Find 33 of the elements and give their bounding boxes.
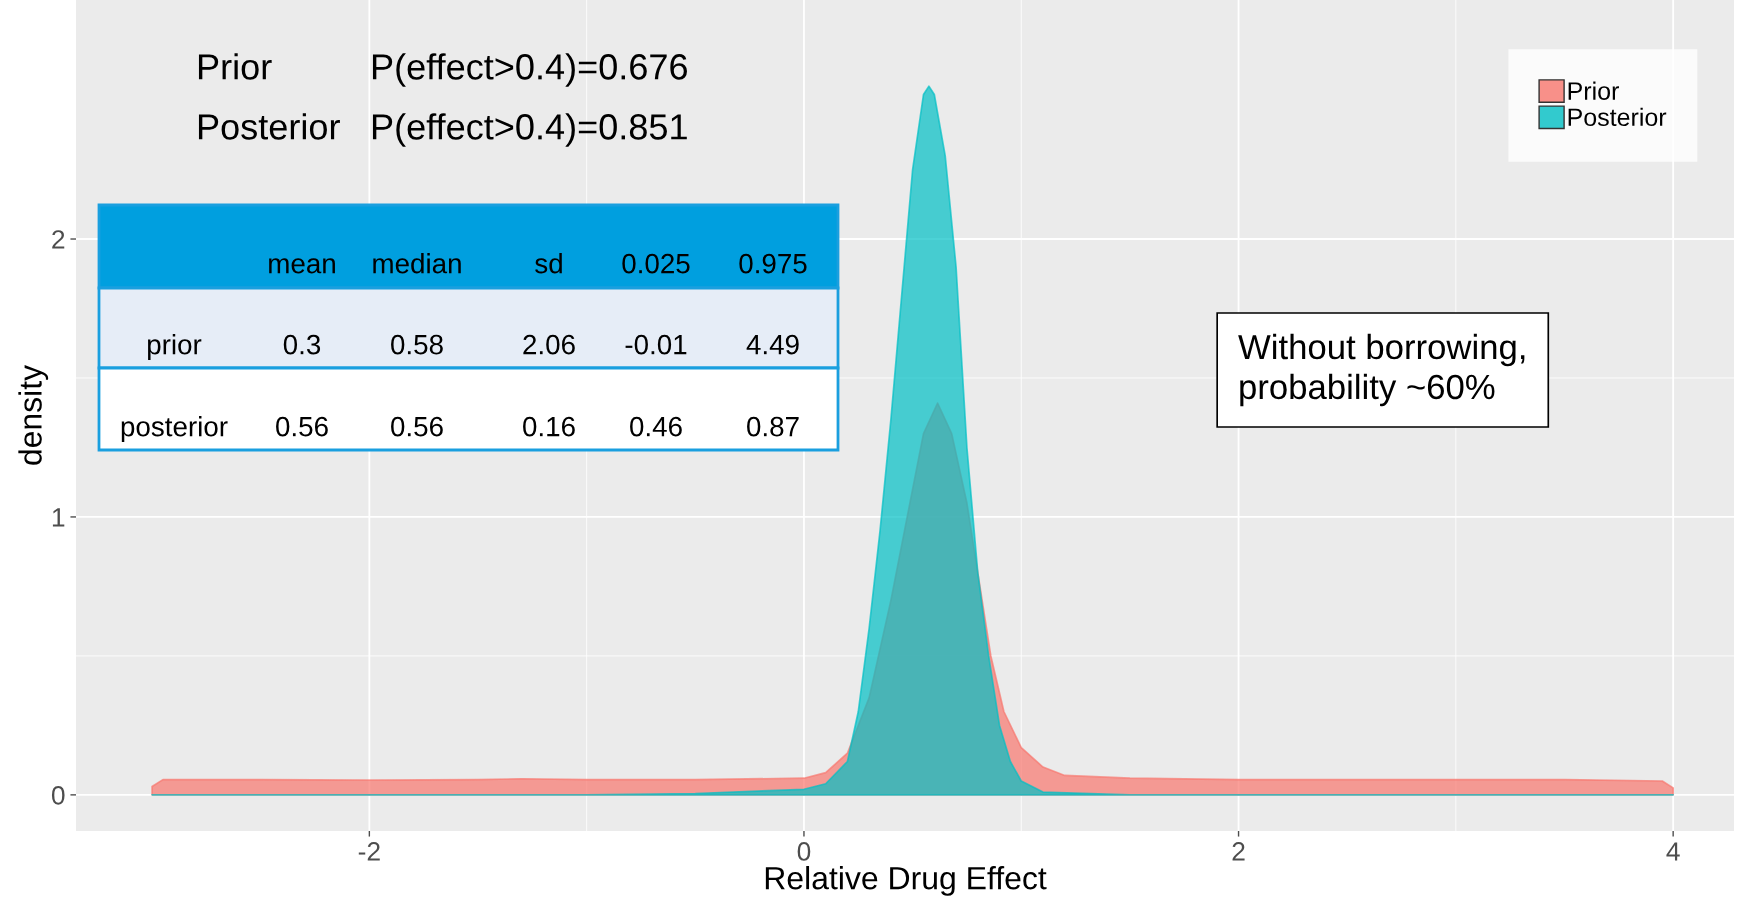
annotation: sd — [535, 253, 562, 274]
annotation: 4.49 — [746, 334, 799, 355]
legend-label: Posterior — [1568, 107, 1667, 127]
annotation: median — [373, 253, 461, 274]
annotation: Without borrowing, probability ~60% — [1238, 333, 1525, 407]
annotation: 2.06 — [523, 334, 575, 355]
annotation: 0.025 — [622, 253, 690, 274]
annotation: posterior — [121, 416, 228, 442]
annotation: P(effect>0.4)=0.851 — [372, 113, 687, 147]
annotation: Prior — [198, 53, 272, 80]
x-tick-label: 0 — [797, 842, 811, 861]
annotation: 0.46 — [630, 416, 682, 437]
y-axis-title: density — [18, 364, 49, 465]
x-tick-label: -2 — [358, 842, 380, 861]
y-tick-label: 1 — [52, 508, 65, 527]
x-tick-label: 2 — [1232, 842, 1245, 861]
annotation: 0.56 — [276, 416, 328, 437]
annotation: prior — [148, 334, 202, 360]
annotation: mean — [269, 258, 335, 274]
y-tick-label: 0 — [51, 786, 65, 805]
annotation: Posterior — [198, 113, 340, 140]
legend-label: Prior — [1568, 81, 1619, 100]
annotation: 0.87 — [747, 416, 799, 437]
x-axis-title: Relative Drug Effect — [765, 866, 1047, 896]
annotation: 0.16 — [523, 416, 575, 437]
annotation: 0.3 — [283, 334, 321, 355]
annotation: 0.56 — [391, 416, 443, 437]
annotation: -0.01 — [625, 334, 687, 355]
annotation: P(effect>0.4)=0.676 — [372, 53, 687, 87]
y-tick-label: 2 — [52, 230, 65, 249]
annotation: 0.975 — [739, 253, 807, 274]
x-tick-label: 4 — [1666, 842, 1680, 861]
annotation: 0.58 — [391, 334, 443, 355]
